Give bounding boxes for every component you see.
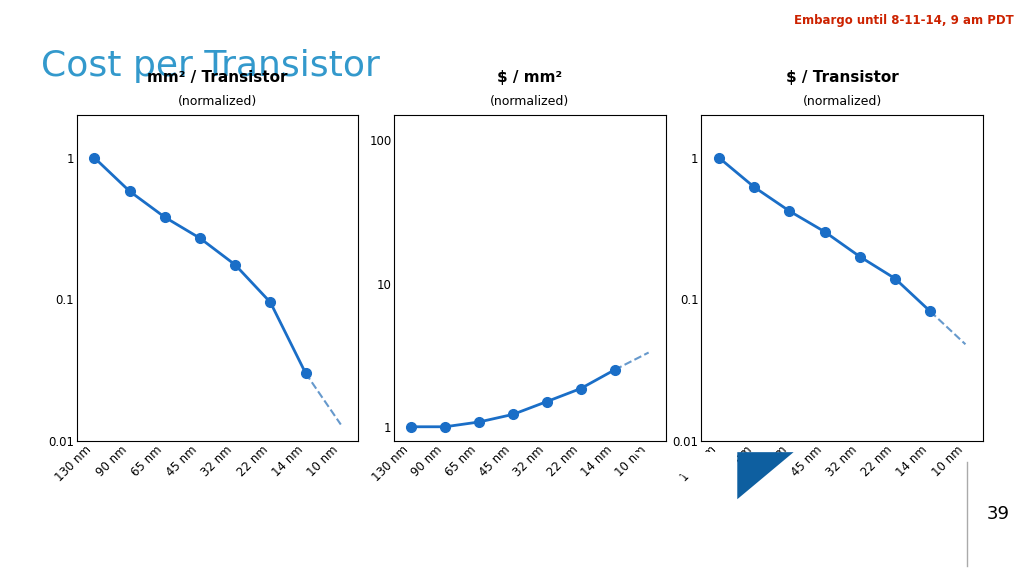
Text: (normalized): (normalized)	[178, 94, 257, 108]
Text: 39: 39	[987, 505, 1010, 523]
Polygon shape	[630, 452, 737, 499]
Text: $ / Transistor: $ / Transistor	[785, 70, 899, 85]
Text: $ / mm²: $ / mm²	[498, 70, 562, 85]
Text: Embargo until 8-11-14, 9 am PDT: Embargo until 8-11-14, 9 am PDT	[794, 14, 1014, 28]
Polygon shape	[737, 452, 794, 499]
Text: (normalized): (normalized)	[803, 94, 882, 108]
Text: mm² / Transistor: mm² / Transistor	[147, 70, 288, 85]
Text: intel: intel	[910, 516, 943, 529]
Text: Cost per Transistor: Cost per Transistor	[23, 531, 247, 551]
Text: Cost per Transistor: Cost per Transistor	[41, 49, 380, 83]
Text: Intel 14 nm Continues to Deliver Lower: Intel 14 nm Continues to Deliver Lower	[23, 477, 483, 497]
Text: (normalized): (normalized)	[490, 94, 569, 108]
